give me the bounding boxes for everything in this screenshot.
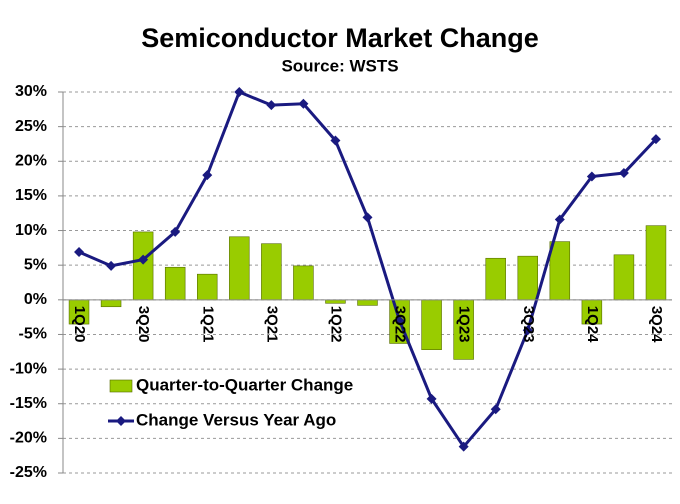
x-tick-label: 3Q21 — [263, 306, 280, 343]
y-tick-label: 30% — [15, 83, 47, 100]
y-tick-label: 0% — [24, 291, 47, 308]
legend-swatch — [109, 379, 133, 393]
x-tick-label: 3Q23 — [520, 306, 537, 343]
marker — [522, 325, 533, 336]
marker — [234, 87, 245, 97]
bar — [293, 265, 314, 301]
bar — [357, 299, 378, 306]
marker — [554, 214, 565, 225]
chart-subtitle: Source: WSTS — [281, 56, 398, 75]
marker — [74, 247, 85, 258]
x-tick-label: 1Q21 — [199, 306, 216, 343]
y-tick-label: -10% — [10, 360, 47, 377]
bar — [164, 266, 186, 301]
bar — [197, 273, 218, 301]
bar — [261, 243, 282, 301]
bar — [421, 299, 442, 350]
marker — [362, 212, 373, 223]
x-tick-label: 3Q20 — [135, 306, 152, 343]
y-tick-label: -15% — [10, 395, 47, 412]
x-tick-label: 1Q20 — [71, 306, 88, 343]
x-tick-label: 1Q22 — [327, 306, 344, 343]
legend-label: Change Versus Year Ago — [136, 410, 336, 429]
marker — [618, 168, 629, 179]
legend-label: Quarter-to-Quarter Change — [136, 375, 353, 394]
marker — [106, 260, 117, 271]
y-tick-label: 15% — [15, 187, 47, 204]
bar — [485, 257, 506, 301]
bar — [325, 299, 346, 304]
y-tick-label: -25% — [10, 464, 47, 481]
y-tick-label: -5% — [19, 326, 47, 343]
x-tick-label: 1Q24 — [584, 306, 601, 343]
marker — [490, 404, 501, 415]
y-tick-label: 25% — [15, 118, 47, 135]
bar — [229, 236, 250, 301]
bar — [132, 231, 154, 301]
y-tick-label: -20% — [10, 430, 47, 447]
bar — [645, 225, 667, 301]
legend-swatch — [116, 416, 126, 426]
y-tick-label: 20% — [15, 152, 47, 169]
y-tick-label: 10% — [15, 222, 47, 239]
marker — [650, 134, 661, 145]
bar — [549, 241, 571, 301]
marker — [394, 315, 405, 326]
bar — [517, 255, 538, 301]
x-tick-label: 3Q22 — [392, 306, 409, 343]
marker — [586, 171, 597, 182]
marker — [202, 170, 213, 181]
marker — [138, 254, 149, 265]
marker — [298, 98, 309, 109]
x-tick-label: 3Q24 — [648, 306, 665, 343]
marker — [266, 100, 277, 111]
marker — [426, 393, 437, 404]
bar — [100, 299, 122, 308]
x-tick-label: 1Q23 — [456, 306, 473, 343]
y-tick-label: 5% — [24, 256, 47, 273]
marker — [330, 135, 341, 146]
chart-title: Semiconductor Market Change — [141, 23, 539, 53]
marker — [458, 441, 469, 452]
bar — [613, 254, 635, 301]
marker — [170, 226, 181, 237]
